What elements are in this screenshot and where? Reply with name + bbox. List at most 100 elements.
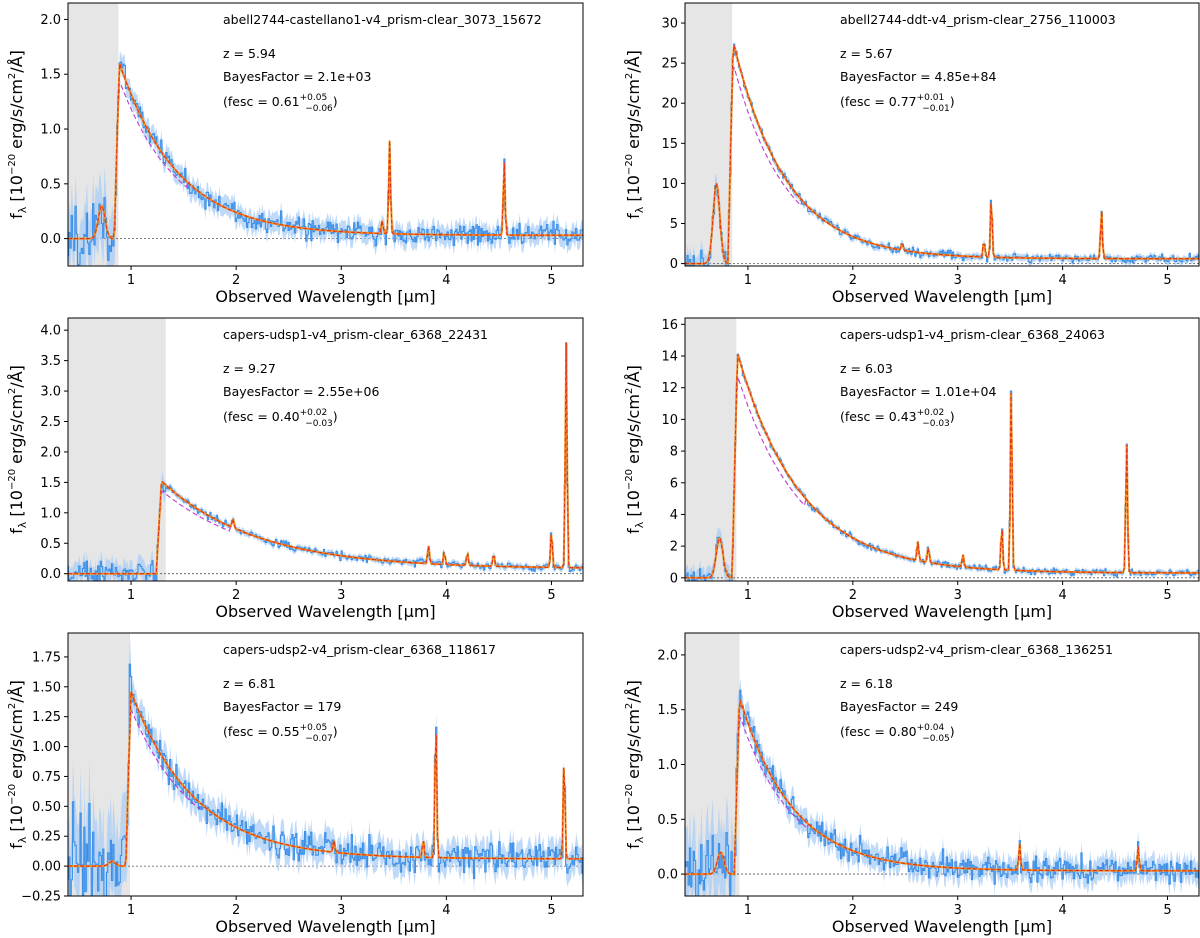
- model-red-dashed: [685, 354, 1199, 579]
- y-label-f: f: [624, 213, 643, 219]
- y-tick-label: 2.5: [40, 415, 61, 430]
- y-label-exp: −20: [624, 469, 635, 490]
- fesc-lower-error: −0.05: [922, 734, 950, 744]
- x-axis-label: Observed Wavelength [μm]: [215, 602, 435, 621]
- fesc-lower-error: −0.06: [305, 104, 333, 114]
- y-tick-label: 1.25: [32, 710, 61, 725]
- spectrum-title: capers-udsp2-v4_prism-clear_6368_136251: [840, 642, 1113, 657]
- y-tick-label: 1.5: [40, 476, 61, 491]
- x-tick-label: 4: [442, 273, 450, 288]
- y-label-rest: [10: [7, 805, 26, 837]
- y-tick-label: 0.00: [32, 860, 61, 875]
- x-tick-label: 5: [547, 588, 555, 603]
- y-label-end: /Å]: [7, 680, 26, 703]
- y-tick-label: 0.0: [40, 232, 61, 247]
- model-red-dashed: [685, 699, 1199, 875]
- y-label-sub: λ: [633, 836, 646, 843]
- y-tick-label: 1.50: [32, 680, 61, 695]
- y-tick-label: 4: [670, 508, 678, 523]
- y-label-f: f: [7, 213, 26, 219]
- model-purple-dashed: [685, 376, 1199, 579]
- x-axis-label: Observed Wavelength [μm]: [832, 917, 1052, 936]
- plot-area: [68, 318, 583, 581]
- redshift-label: z = 6.81: [223, 676, 276, 691]
- data-spectrum: [685, 689, 1199, 896]
- y-tick-label: 1.0: [40, 506, 61, 521]
- y-tick-label: 10: [661, 177, 678, 192]
- y-label-rest: [10: [624, 490, 643, 522]
- y-label-units: erg/s/cm: [624, 709, 643, 784]
- panel-3: 1 2 3 4 5 0.0 0.5 1.0 1.5 2.0 2.5 3.0 3.5 4.0 Observed…: [7, 317, 584, 621]
- y-tick-label: 3.5: [40, 354, 61, 369]
- y-label-end: /Å]: [7, 365, 26, 388]
- fesc-close: ): [950, 724, 955, 739]
- y-tick-label: 2.0: [40, 13, 61, 28]
- plot-area: [685, 633, 1199, 896]
- panel-5: 1 2 3 4 5 −0.25 0.00 0.25 0.50 0.75 1.00 1.25 1.50 1.…: [7, 632, 584, 936]
- y-label-f: f: [7, 528, 26, 534]
- x-tick-label: 1: [127, 588, 135, 603]
- x-axis-label: Observed Wavelength [μm]: [832, 287, 1052, 306]
- axes-frame: [67, 317, 584, 582]
- y-label-units: erg/s/cm: [7, 709, 26, 784]
- x-tick-label: 3: [954, 588, 962, 603]
- x-tick-label: 1: [744, 588, 752, 603]
- y-tick-label: 12: [661, 381, 678, 396]
- y-label-f: f: [7, 843, 26, 849]
- y-label-sq: 2: [624, 703, 635, 709]
- plot-area: [685, 3, 1199, 266]
- x-tick-label: 3: [954, 273, 962, 288]
- fesc-lower-error: −0.03: [305, 419, 333, 429]
- error-band: [68, 633, 583, 896]
- redshift-label: z = 5.94: [223, 46, 276, 61]
- fesc-upper-error: +0.02: [300, 408, 328, 418]
- y-tick-label: 4.0: [40, 324, 61, 339]
- y-label-sq: 2: [7, 388, 18, 394]
- axes-frame: [67, 2, 584, 267]
- y-label-exp: −20: [7, 784, 18, 805]
- y-tick-label: 0.0: [40, 567, 61, 582]
- data-spectrum: [68, 663, 583, 896]
- redshift-label: z = 6.03: [840, 361, 893, 376]
- bayes-factor-label: BayesFactor = 249: [840, 699, 958, 714]
- x-tick-label: 5: [1163, 903, 1171, 918]
- y-tick-label: 1.5: [40, 68, 61, 83]
- y-label-rest: [10: [7, 490, 26, 522]
- bayes-factor-label: BayesFactor = 4.85e+84: [840, 69, 996, 84]
- y-label-end: /Å]: [624, 50, 643, 73]
- model-red-dashed: [68, 691, 583, 867]
- y-label-rest: [10: [7, 175, 26, 207]
- error-band: [685, 678, 1199, 896]
- x-tick-label: 2: [232, 588, 240, 603]
- fesc-label: (fesc = 0.80+0.04 −0.05): [840, 723, 955, 744]
- x-tick-label: 3: [337, 588, 345, 603]
- y-label-sub: λ: [633, 206, 646, 213]
- redshift-label: z = 9.27: [223, 361, 276, 376]
- y-axis-label: fλ [10−20 erg/s/cm2/Å]: [7, 365, 29, 534]
- y-axis-label: fλ [10−20 erg/s/cm2/Å]: [7, 680, 29, 849]
- fesc-close: ): [950, 94, 955, 109]
- bayes-factor-label: BayesFactor = 2.1e+03: [223, 69, 371, 84]
- y-axis-label: fλ [10−20 erg/s/cm2/Å]: [624, 365, 646, 534]
- x-tick-label: 3: [954, 903, 962, 918]
- model-orange: [68, 63, 583, 240]
- redshift-label: z = 6.18: [840, 676, 893, 691]
- plot-area: [68, 633, 583, 896]
- y-tick-label: 3.0: [40, 385, 61, 400]
- spectrum-title: capers-udsp1-v4_prism-clear_6368_24063: [840, 327, 1105, 342]
- plot-area: [68, 3, 583, 266]
- y-tick-label: 0.0: [657, 868, 678, 883]
- y-label-rest: [10: [624, 175, 643, 207]
- y-tick-label: 14: [661, 350, 678, 365]
- x-tick-label: 2: [849, 903, 857, 918]
- data-spectrum: [68, 61, 583, 266]
- fesc-lower-error: −0.01: [922, 104, 950, 114]
- axes-frame: [67, 632, 584, 897]
- y-tick-label: 10: [661, 413, 678, 428]
- x-tick-label: 3: [337, 273, 345, 288]
- x-tick-label: 5: [1163, 588, 1171, 603]
- fesc-label: (fesc = 0.43+0.02 −0.03): [840, 408, 955, 429]
- fesc-label: (fesc = 0.40+0.02 −0.03): [223, 408, 338, 429]
- panel-6: 1 2 3 4 5 0.0 0.5 1.0 1.5 2.0 Observed Wavelength …: [624, 632, 1200, 936]
- y-tick-label: 0.25: [32, 830, 61, 845]
